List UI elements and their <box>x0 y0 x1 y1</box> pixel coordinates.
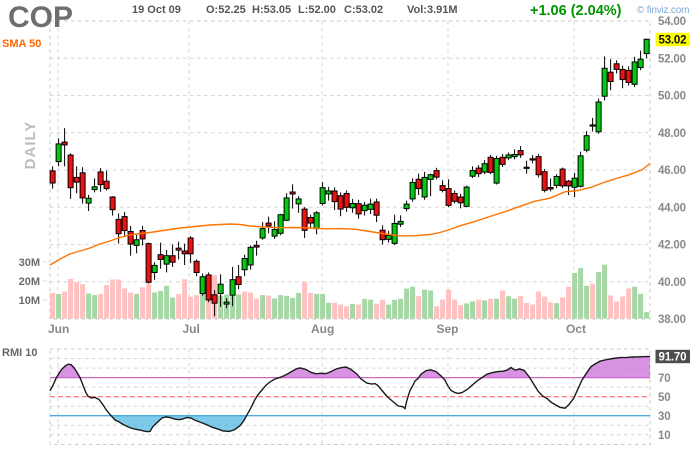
svg-text:50.00: 50.00 <box>658 91 686 103</box>
svg-text:52.00: 52.00 <box>658 54 686 66</box>
svg-text:© finviz.com: © finviz.com <box>637 5 689 16</box>
svg-text:Jul: Jul <box>183 322 200 336</box>
svg-text:Sep: Sep <box>437 322 459 336</box>
svg-text:COP: COP <box>8 1 73 34</box>
svg-text:10: 10 <box>658 430 670 442</box>
svg-text:Oct: Oct <box>566 322 586 336</box>
svg-text:46.00: 46.00 <box>658 165 686 177</box>
svg-text:Aug: Aug <box>311 322 334 336</box>
svg-text:38.00: 38.00 <box>658 314 686 326</box>
svg-text:42.00: 42.00 <box>658 240 686 252</box>
svg-text:30M: 30M <box>19 257 40 269</box>
svg-text:50: 50 <box>658 392 670 404</box>
svg-text:Vol:3.91M: Vol:3.91M <box>407 4 458 16</box>
svg-text:53.02: 53.02 <box>659 34 687 46</box>
svg-text:O:52.25: O:52.25 <box>206 4 246 16</box>
svg-text:H:53.05: H:53.05 <box>252 4 291 16</box>
svg-text:70: 70 <box>658 373 670 385</box>
svg-text:SMA 50: SMA 50 <box>2 38 41 50</box>
svg-text:10M: 10M <box>19 295 40 307</box>
svg-text:19 Oct 09: 19 Oct 09 <box>132 4 181 16</box>
svg-text:30: 30 <box>658 411 670 423</box>
svg-text:L:52.00: L:52.00 <box>298 4 336 16</box>
svg-text:DAILY: DAILY <box>22 121 39 170</box>
svg-text:RMI 10: RMI 10 <box>2 347 37 359</box>
svg-text:40.00: 40.00 <box>658 277 686 289</box>
svg-text:Jun: Jun <box>48 322 69 336</box>
svg-text:48.00: 48.00 <box>658 128 686 140</box>
svg-text:C:53.02: C:53.02 <box>344 4 383 16</box>
svg-text:+1.06 (2.04%): +1.06 (2.04%) <box>530 3 622 19</box>
svg-text:20M: 20M <box>19 276 40 288</box>
svg-text:54.00: 54.00 <box>658 16 686 28</box>
svg-text:44.00: 44.00 <box>658 202 686 214</box>
svg-text:91.70: 91.70 <box>659 351 687 363</box>
